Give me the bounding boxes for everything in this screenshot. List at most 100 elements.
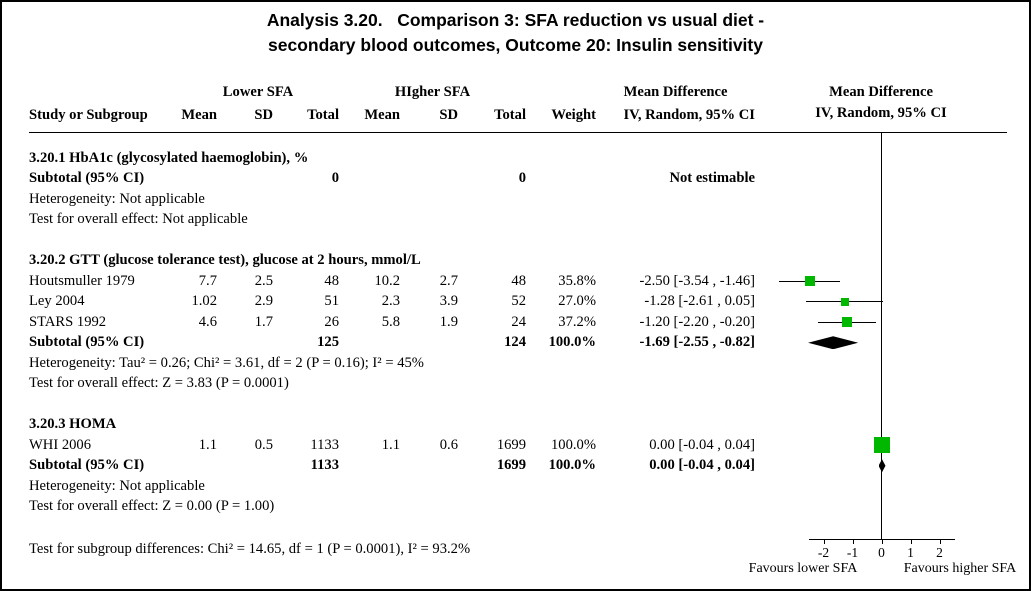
overall-effect-text: Test for overall effect: Z = 3.83 (P = 0… xyxy=(29,375,289,392)
ci-text: -1.28 [-2.61 , 0.05] xyxy=(644,293,755,310)
ci-text: 0.00 [-0.04 , 0.04] xyxy=(649,457,755,474)
study-name: Houtsmuller 1979 xyxy=(29,272,135,289)
weight-value: 35.8% xyxy=(558,272,596,289)
total-lower: 0 xyxy=(331,170,339,187)
ci-text: -1.20 [-2.20 , -0.20] xyxy=(639,313,755,330)
effect-square xyxy=(804,276,815,287)
sd-lower: 2.5 xyxy=(254,272,273,289)
subgroup-heading-row: 3.20.1 HbA1c (glycosylated haemoglobin),… xyxy=(29,148,1007,169)
sd-lower: 1.7 xyxy=(254,313,273,330)
analysis-title-line1: Analysis 3.20. Comparison 3: SFA reducti… xyxy=(266,10,765,30)
sd-higher: 3.9 xyxy=(439,293,458,310)
group-header-row: Lower SFA HIgher SFA Mean Difference Mea… xyxy=(29,84,1007,104)
col-header-ci-text: IV, Random, 95% CI xyxy=(623,106,755,123)
total-lower: 125 xyxy=(317,334,339,351)
weight-value: 27.0% xyxy=(558,293,596,310)
weight-value: 100.0% xyxy=(548,334,596,351)
subgroup-label: 3.20.1 HbA1c (glycosylated haemoglobin),… xyxy=(29,149,309,166)
study-name: Subtotal (95% CI) xyxy=(29,457,145,474)
col-header-sd-lower: SD xyxy=(254,106,273,123)
axis-tick xyxy=(823,539,825,544)
col-header-sd-higher: SD xyxy=(439,106,458,123)
ci-text: -2.50 [-3.54 , -1.46] xyxy=(639,272,755,289)
column-header-row: Study or Subgroup Mean SD Total Mean SD … xyxy=(29,105,1007,126)
total-higher: 124 xyxy=(504,334,526,351)
subtotal-row: Subtotal (95% CI) 0 0 Not estimable xyxy=(29,169,1007,190)
study-row: STARS 1992 4.6 1.7 26 5.8 1.9 24 37.2% -1.20 [-2… xyxy=(29,312,1007,333)
spacer-row xyxy=(29,517,1007,538)
analysis-title: Analysis 3.20. Comparison 3: SFA reducti… xyxy=(2,8,1029,58)
study-row: Houtsmuller 1979 7.7 2.5 48 10.2 2.7 48 35.8% -2… xyxy=(29,271,1007,292)
col-header-total-higher: Total xyxy=(494,106,526,123)
study-row: WHI 2006 1.1 0.5 1133 1.1 0.6 1699 100.0% 0.00 [… xyxy=(29,435,1007,456)
axis-tick-label: -1 xyxy=(846,545,859,560)
total-higher: 1699 xyxy=(496,436,526,453)
col-header-mean-lower: Mean xyxy=(181,106,217,123)
total-lower: 51 xyxy=(324,293,339,310)
col-header-weight: Weight xyxy=(551,106,596,123)
sd-higher: 1.9 xyxy=(439,313,458,330)
subgroup-heading-row: 3.20.3 HOMA xyxy=(29,415,1007,436)
heterogeneity-row: Heterogeneity: Tau² = 0.26; Chi² = 3.61,… xyxy=(29,353,1007,374)
group-header-lower-sfa: Lower SFA xyxy=(222,84,294,100)
ci-plot-cell xyxy=(755,333,1007,354)
overall-effect-row: Test for overall effect: Z = 0.00 (P = 1… xyxy=(29,497,1007,518)
axis-tick-label: -2 xyxy=(817,545,830,560)
subtotal-diamond xyxy=(808,336,859,350)
axis-tick xyxy=(881,539,883,544)
study-name: Subtotal (95% CI) xyxy=(29,170,145,187)
subgroup-differences-test: Test for subgroup differences: Chi² = 14… xyxy=(29,541,471,557)
spacer-row xyxy=(29,394,1007,415)
mean-lower: 1.02 xyxy=(191,293,217,310)
effect-square xyxy=(842,317,853,328)
heterogeneity-row: Heterogeneity: Not applicable xyxy=(29,189,1007,210)
heterogeneity-text: Heterogeneity: Not applicable xyxy=(29,190,205,207)
analysis-title-line2: secondary blood outcomes, Outcome 20: In… xyxy=(268,35,763,55)
spacer-row xyxy=(29,230,1007,251)
heterogeneity-text: Heterogeneity: Not applicable xyxy=(29,477,205,494)
subgroup-label: 3.20.2 GTT (glucose tolerance test), glu… xyxy=(29,252,421,269)
axis-tick xyxy=(852,539,854,544)
mean-higher: 5.8 xyxy=(381,313,400,330)
total-lower: 1133 xyxy=(310,457,339,474)
total-lower: 26 xyxy=(324,313,339,330)
study-name: Ley 2004 xyxy=(29,293,85,310)
axis-tick-label: 0 xyxy=(878,545,885,560)
axis-tick-label: 1 xyxy=(907,545,914,560)
sd-lower: 0.5 xyxy=(254,436,273,453)
zero-effect-line xyxy=(881,133,882,539)
effect-square xyxy=(840,297,849,306)
ci-plot-cell xyxy=(755,435,1007,456)
col-header-study: Study or Subgroup xyxy=(29,106,148,123)
study-name: WHI 2006 xyxy=(29,436,92,453)
subtotal-row: Subtotal (95% CI) 1133 1699 100.0% 0.00 [-0.… xyxy=(29,456,1007,477)
mean-lower: 4.6 xyxy=(198,313,217,330)
col-header-mean-higher: Mean xyxy=(364,106,400,123)
mean-lower: 7.7 xyxy=(198,272,217,289)
sd-higher: 0.6 xyxy=(439,436,458,453)
total-higher: 0 xyxy=(518,170,526,187)
ci-text: 0.00 [-0.04 , 0.04] xyxy=(649,436,755,453)
total-lower: 1133 xyxy=(310,436,339,453)
header-divider-line xyxy=(29,132,1007,133)
study-name: STARS 1992 xyxy=(29,313,107,330)
ci-plot-cell xyxy=(755,456,1007,477)
table-rows: 3.20.1 HbA1c (glycosylated haemoglobin),… xyxy=(29,148,1007,538)
total-lower: 48 xyxy=(324,272,339,289)
group-header-mean-difference-text: Mean Difference xyxy=(623,84,728,100)
total-higher: 24 xyxy=(511,313,526,330)
mean-higher: 1.1 xyxy=(381,436,400,453)
overall-effect-text: Test for overall effect: Z = 0.00 (P = 1… xyxy=(29,498,275,515)
sd-higher: 2.7 xyxy=(439,272,458,289)
axis-tick xyxy=(910,539,912,544)
axis-tick xyxy=(939,539,941,544)
favours-right-label: Favours higher SFA xyxy=(903,561,1017,576)
heterogeneity-text: Heterogeneity: Tau² = 0.26; Chi² = 3.61,… xyxy=(29,354,424,371)
subtotal-diamond xyxy=(878,459,886,473)
total-higher: 48 xyxy=(511,272,526,289)
study-row: Ley 2004 1.02 2.9 51 2.3 3.9 52 27.0% -1.28 [-2.… xyxy=(29,292,1007,313)
group-header-mean-difference-plot: Mean Difference xyxy=(829,84,933,100)
total-higher: 52 xyxy=(511,293,526,310)
overall-effect-text: Test for overall effect: Not applicable xyxy=(29,211,248,228)
